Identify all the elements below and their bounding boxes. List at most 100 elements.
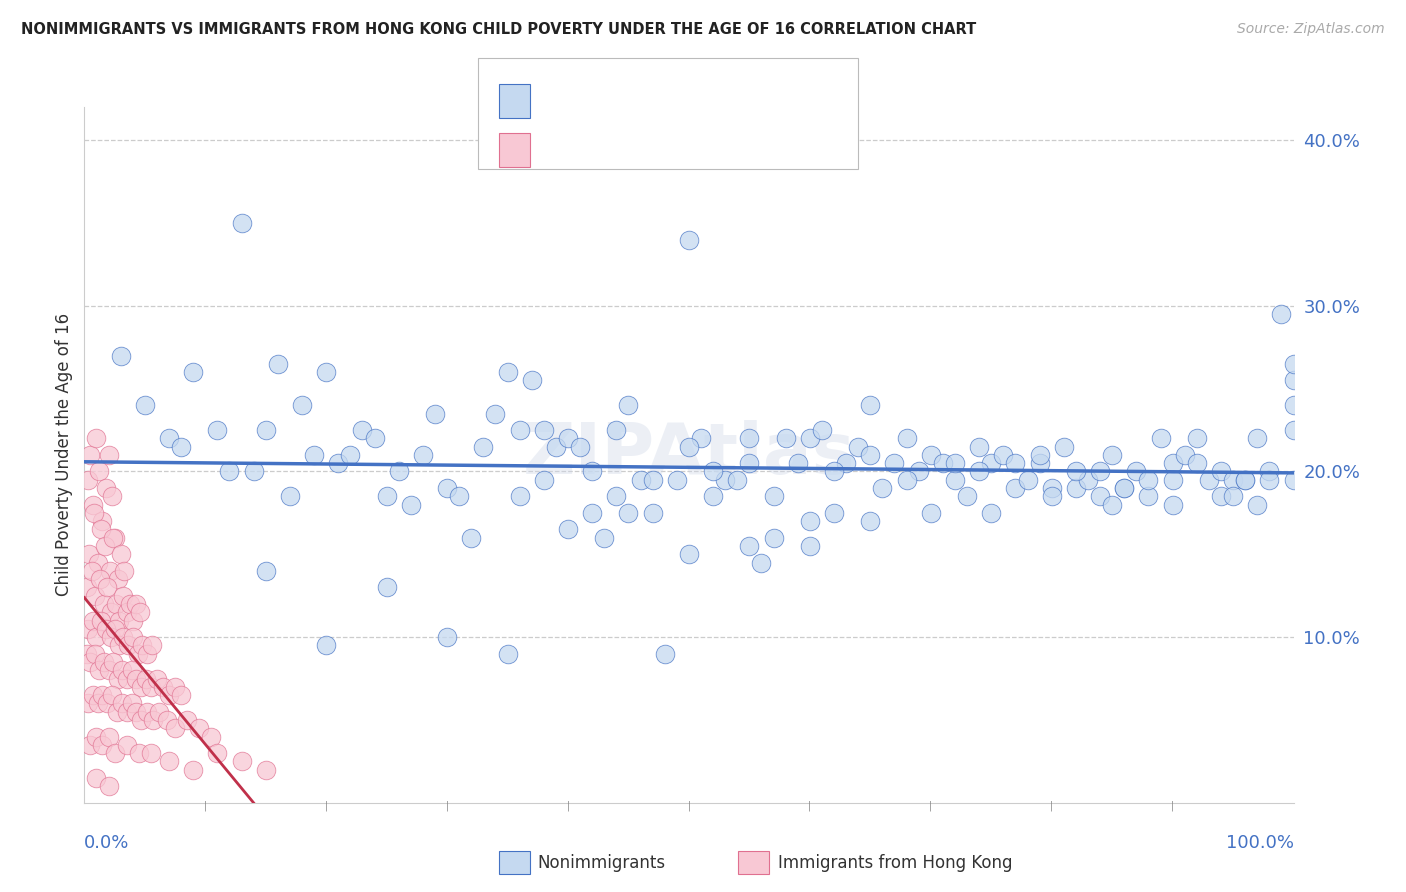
Point (581, 506, 603, 520)
Text: N =: N = (651, 141, 688, 159)
Point (125, 705, 148, 719)
Point (165, 721, 187, 735)
Point (128, 746, 150, 760)
Point (1004, 481, 1026, 495)
Text: Immigrants from Hong Kong: Immigrants from Hong Kong (778, 855, 1012, 872)
Point (1222, 473, 1244, 487)
Point (242, 465, 264, 479)
Text: NONIMMIGRANTS VS IMMIGRANTS FROM HONG KONG CHILD POVERTY UNDER THE AGE OF 16 COR: NONIMMIGRANTS VS IMMIGRANTS FROM HONG KO… (21, 22, 976, 37)
Point (375, 581, 398, 595)
Point (104, 746, 127, 760)
Point (104, 531, 127, 545)
Point (956, 489, 979, 503)
Point (129, 605, 152, 619)
Point (176, 713, 198, 727)
Point (100, 605, 122, 619)
Point (388, 465, 411, 479)
Point (111, 697, 134, 711)
Point (1161, 456, 1184, 470)
Point (1114, 481, 1136, 495)
Point (436, 630, 458, 644)
Point (1282, 357, 1305, 371)
Point (738, 456, 761, 470)
Point (97, 663, 120, 677)
Point (799, 514, 821, 528)
Text: R =: R = (541, 141, 578, 159)
Point (1222, 489, 1244, 503)
Point (352, 423, 374, 437)
Point (146, 672, 169, 686)
Point (103, 531, 125, 545)
Point (363, 431, 385, 445)
Point (484, 407, 506, 421)
Point (79, 448, 101, 462)
Point (231, 755, 253, 769)
Text: |: | (204, 800, 207, 811)
Text: Source: ZipAtlas.com: Source: ZipAtlas.com (1237, 22, 1385, 37)
Point (254, 564, 277, 578)
Point (1258, 465, 1281, 479)
Point (267, 357, 290, 371)
Point (630, 473, 652, 487)
Point (932, 456, 955, 470)
Point (920, 506, 942, 520)
Text: 99: 99 (690, 141, 714, 159)
Point (496, 647, 519, 661)
Point (77, 547, 100, 561)
Point (188, 721, 211, 735)
Point (1088, 489, 1111, 503)
Point (100, 630, 122, 644)
Point (77, 473, 100, 487)
Point (967, 440, 990, 454)
Point (1185, 431, 1208, 445)
Point (1137, 473, 1160, 487)
Point (254, 423, 277, 437)
Point (200, 730, 222, 744)
Point (79, 738, 101, 752)
Point (1282, 423, 1305, 437)
Point (520, 373, 543, 387)
Point (1209, 489, 1232, 503)
Point (496, 365, 519, 379)
Point (148, 705, 170, 719)
Point (1161, 498, 1184, 512)
Point (593, 531, 616, 545)
Point (86, 556, 108, 570)
Point (1028, 448, 1050, 462)
Point (1234, 473, 1257, 487)
Point (823, 506, 845, 520)
Point (775, 431, 797, 445)
Point (859, 514, 882, 528)
Point (121, 614, 143, 628)
Point (86, 431, 108, 445)
Point (97, 448, 120, 462)
Point (155, 713, 177, 727)
Point (569, 440, 592, 454)
Point (1125, 465, 1147, 479)
Text: 0.0%: 0.0% (84, 834, 129, 852)
Point (725, 473, 748, 487)
Point (141, 639, 163, 653)
Point (581, 465, 603, 479)
Point (1004, 456, 1026, 470)
Point (110, 349, 132, 363)
Point (97, 779, 120, 793)
Point (136, 705, 159, 719)
Point (139, 680, 162, 694)
Point (738, 431, 761, 445)
Point (412, 448, 434, 462)
Point (115, 605, 138, 619)
Point (1101, 498, 1123, 512)
Point (97, 730, 120, 744)
Point (980, 506, 1002, 520)
Point (165, 680, 187, 694)
Point (544, 440, 567, 454)
Point (105, 705, 128, 719)
Point (120, 597, 142, 611)
Point (89, 572, 111, 586)
Point (90, 614, 112, 628)
Point (835, 456, 858, 470)
Point (77, 697, 100, 711)
Point (1064, 481, 1087, 495)
Point (94, 539, 117, 553)
